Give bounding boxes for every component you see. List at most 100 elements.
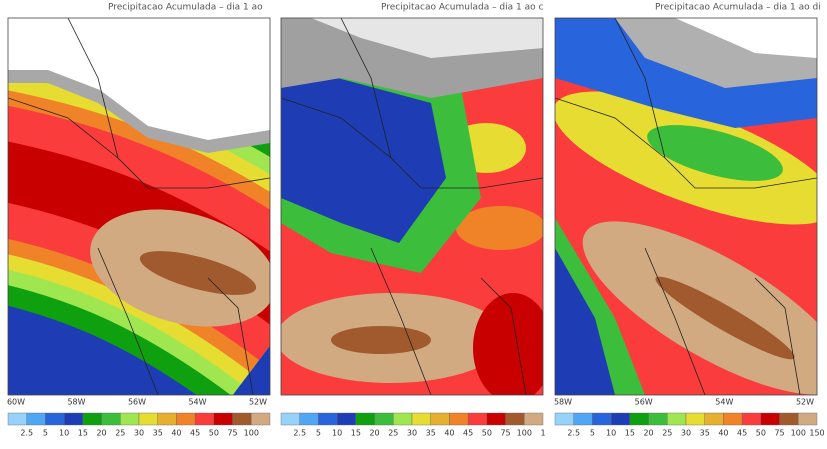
colorbar-label: 20 [96,429,106,438]
lon-label: 52W [249,398,267,407]
colorbar-label: 40 [718,429,728,438]
colorbar-swatch [411,412,431,426]
colorbar-label: 10 [332,429,342,438]
map-panel [281,18,543,395]
colorbar-swatch [299,412,319,426]
colorbar-swatch [704,412,724,426]
colorbar-swatch [573,412,593,426]
precip-area [331,326,431,354]
colorbar-swatch [82,412,102,426]
colorbar-swatch [26,412,46,426]
frame [7,17,271,396]
lon-label: 58W [67,398,85,407]
panel-title: Precipitacao Acumulada – dia 1 ao [108,3,263,13]
map-panel [8,18,270,395]
colorbar-label: 15 [78,429,88,438]
frame [554,17,818,396]
colorbar-label: 20 [369,429,379,438]
colorbar-label: 1 [540,429,545,438]
colorbar-swatch [779,412,799,426]
colorbar-label: 25 [388,429,398,438]
colorbar-label: 25 [662,429,672,438]
colorbar-swatch [741,412,762,426]
colorbar-label: 5 [43,429,48,438]
colorbar-label: 2.5 [20,429,33,438]
colorbar-swatch [592,412,612,426]
precip-area [8,18,270,140]
colorbar-label: 2.5 [567,429,580,438]
lon-label: 54W [188,398,206,407]
colorbar-label: 75 [500,429,510,438]
colorbar-label: 10 [606,429,616,438]
colorbar-swatch [374,412,394,426]
border [8,97,119,159]
colorbar-label: 20 [643,429,653,438]
colorbar-swatch [505,412,525,426]
colorbar-swatch [45,412,65,426]
precip-area [473,293,543,395]
lon-label: 56W [635,398,653,407]
colorbar-swatch [393,412,413,426]
colorbar-label: 15 [351,429,361,438]
colorbar-label: 50 [756,429,766,438]
colorbar-label: 150 [809,429,824,438]
map-panel [555,18,817,395]
colorbar-label: 35 [153,429,163,438]
colorbar-swatch [554,412,574,426]
colorbar-swatch [760,412,780,426]
colorbar-swatch [486,412,506,426]
colorbar-label: 2.5 [293,429,306,438]
colorbar-label: 5 [590,429,595,438]
colorbar-swatch [176,412,196,426]
colorbar-swatch [430,412,450,426]
precip-area [456,206,543,250]
colorbar-label: 45 [463,429,473,438]
colorbar-label: 45 [190,429,200,438]
colorbar-swatch [101,412,121,426]
border [480,277,527,395]
border [281,97,392,159]
colorbar-swatch [280,412,300,426]
lon-label: 56W [128,398,146,407]
colorbar-label: 100 [791,429,806,438]
colorbar-swatch [157,412,177,426]
colorbar-swatch [251,412,271,426]
lon-label: 54W [715,398,733,407]
lon-label: 52W [796,398,814,407]
colorbar-swatch [318,412,338,426]
colorbar-label: 45 [737,429,747,438]
frame [280,17,544,396]
colorbar-swatch [63,412,84,426]
colorbar-label: 50 [209,429,219,438]
colorbar-swatch [138,412,158,426]
colorbar-swatch [723,412,743,426]
colorbar-swatch [194,412,215,426]
border [754,277,801,395]
border [555,97,666,159]
colorbar-swatch [336,412,357,426]
colorbar-swatch [467,412,488,426]
colorbar-label: 30 [681,429,691,438]
colorbar-label: 35 [426,429,436,438]
colorbar-swatch [629,412,649,426]
colorbar-swatch [667,412,687,426]
border [207,277,254,395]
colorbar-swatch [449,412,469,426]
colorbar-label: 35 [700,429,710,438]
precip-area [281,63,446,243]
precip-area [555,248,615,395]
colorbar-label: 50 [482,429,492,438]
colorbar-label: 30 [134,429,144,438]
border [97,247,159,395]
colorbar-swatch [120,412,140,426]
colorbar-swatch [232,412,252,426]
colorbar-swatch [355,412,375,426]
lon-label: 58W [554,398,572,407]
colorbar-swatch [7,412,27,426]
precip-area [655,276,795,360]
precip-area [139,251,257,295]
border [370,247,432,395]
colorbar-label: 100 [244,429,259,438]
border [340,18,543,189]
